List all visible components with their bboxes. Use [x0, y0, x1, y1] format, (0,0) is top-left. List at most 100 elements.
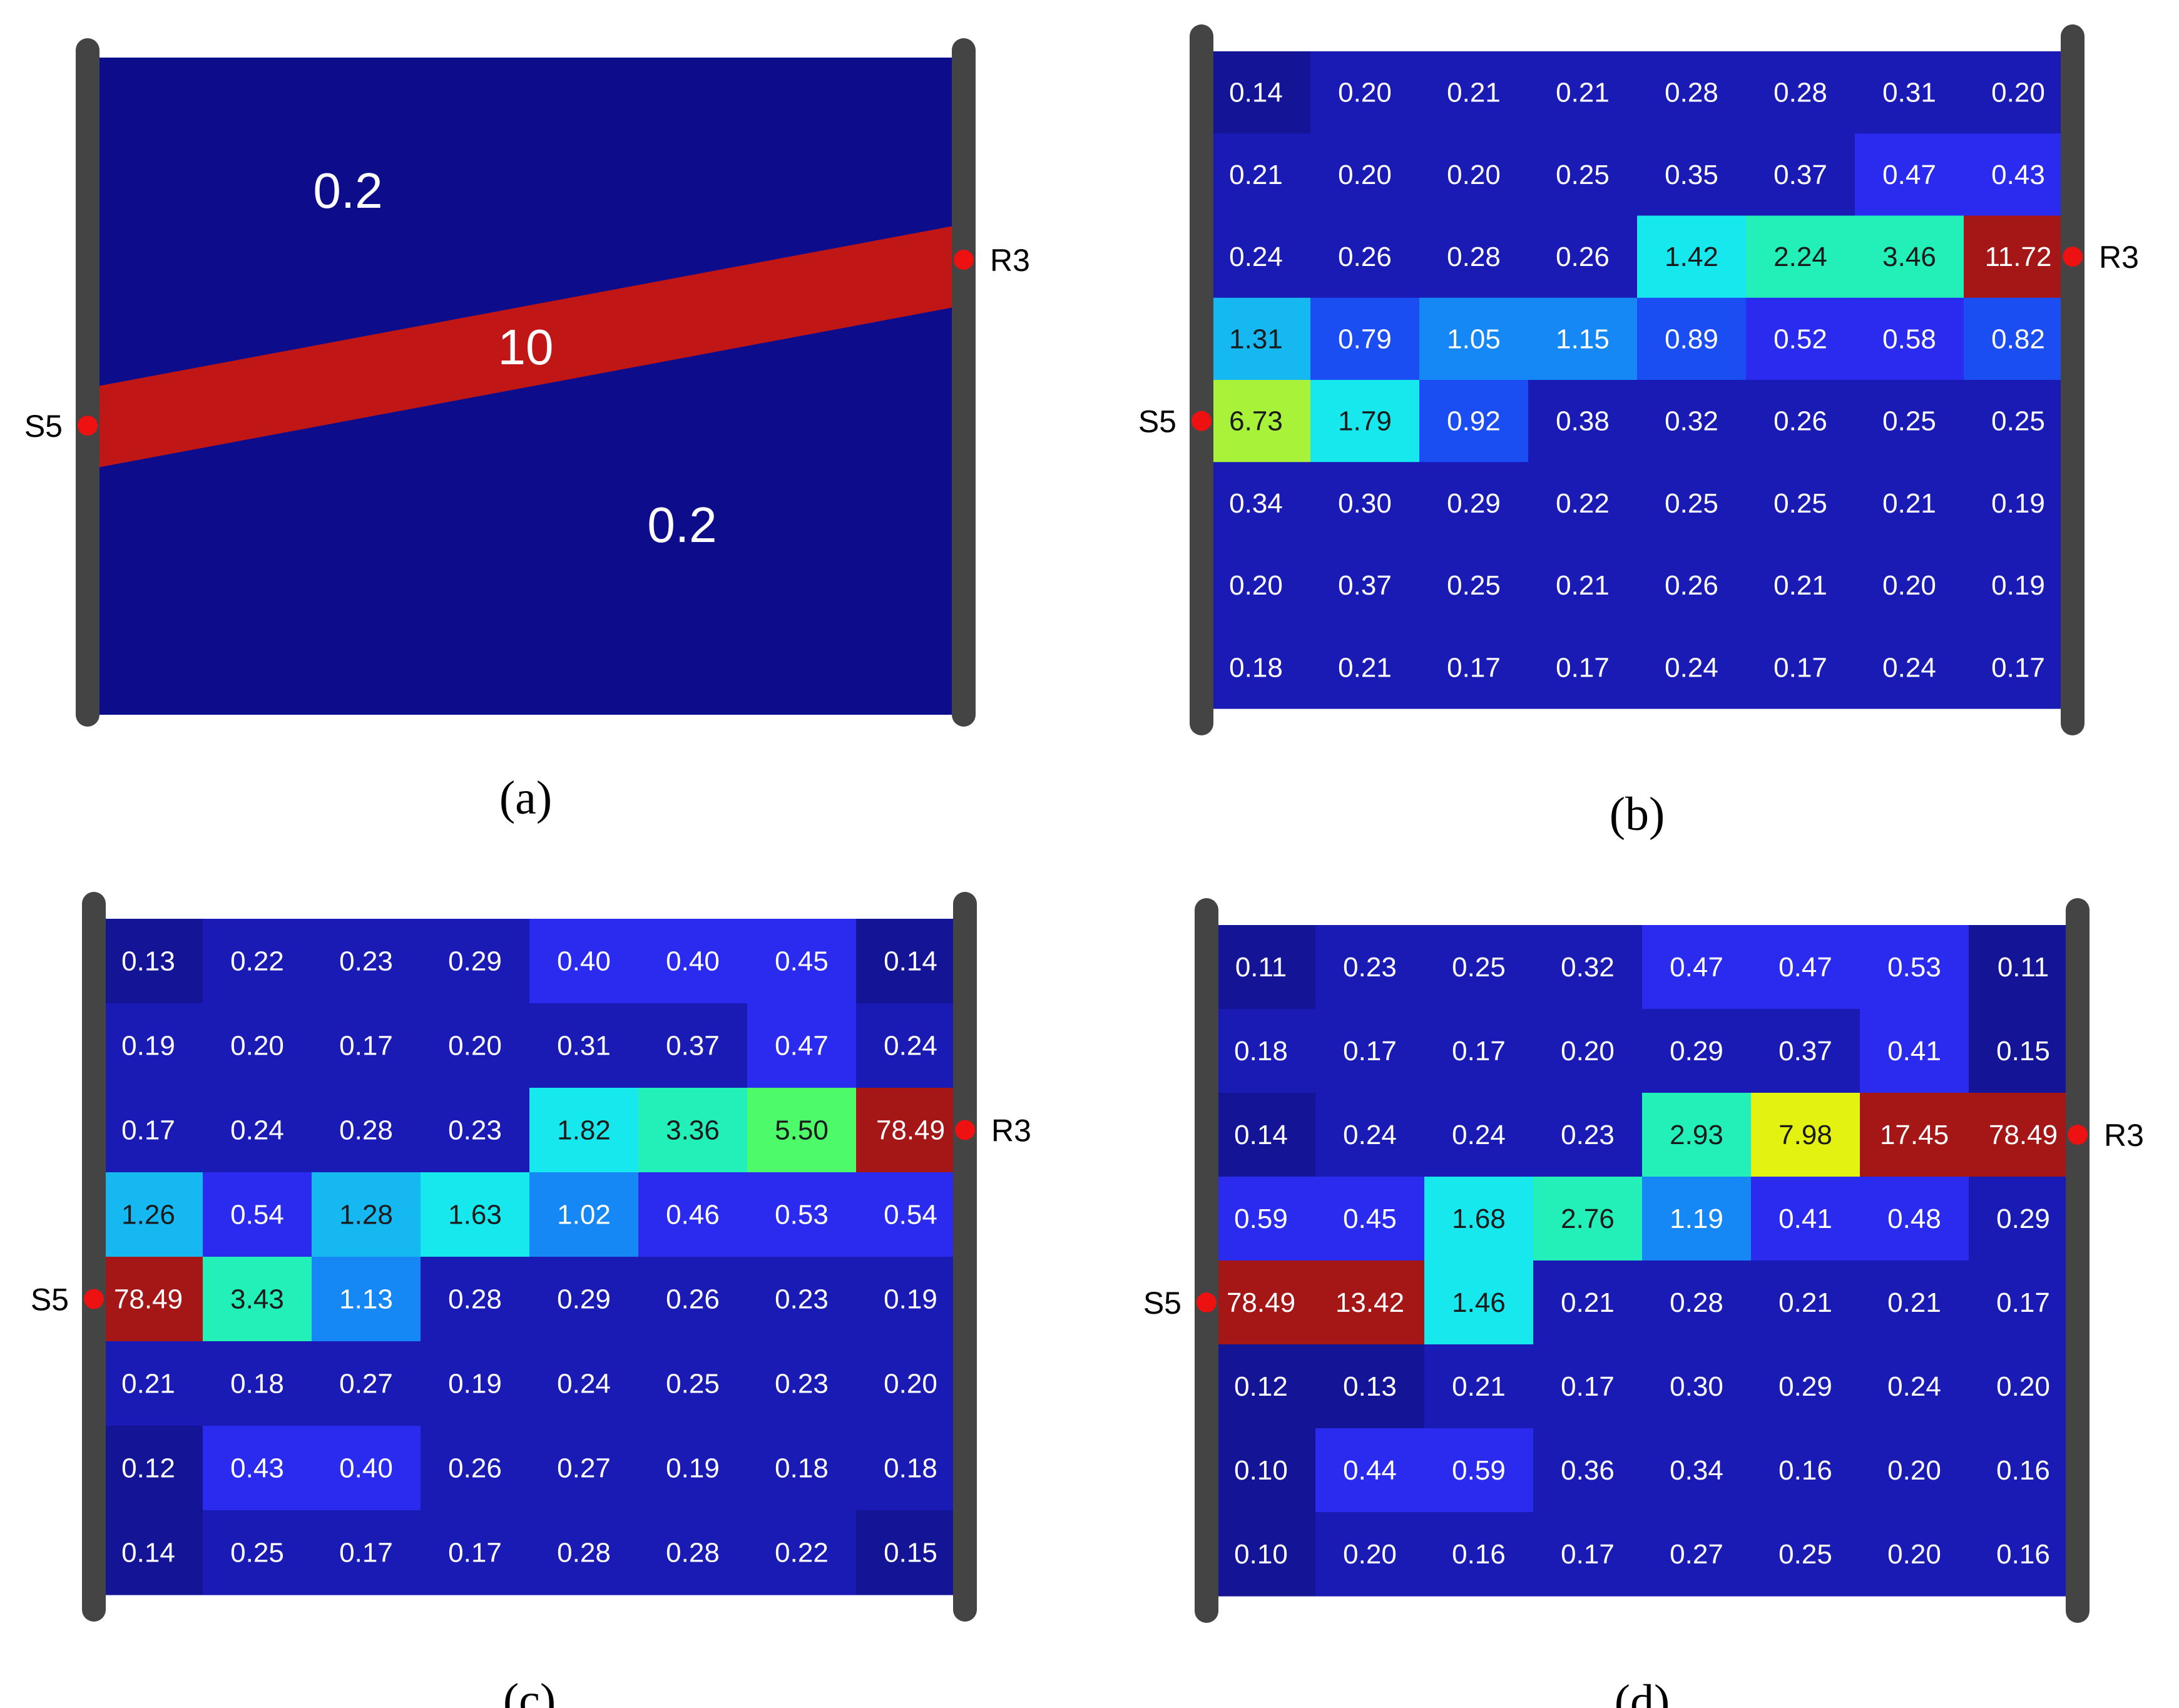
grid-cell	[638, 1172, 748, 1257]
grid-cell	[1964, 133, 2073, 217]
receiver-label: R3	[991, 1113, 1031, 1148]
grid-cell	[1202, 51, 1311, 134]
grid-cell	[856, 1003, 966, 1088]
grid-cell	[1855, 51, 1964, 134]
grid-cell	[1637, 133, 1747, 217]
grid-cell	[1751, 1093, 1860, 1177]
panel-a-model: 0.2 10 0.2 S5 R3 (a)	[24, 38, 1030, 824]
grid-cell	[203, 1003, 312, 1088]
cell-value: 0.21	[1773, 570, 1827, 601]
cell-value: 0.28	[339, 1115, 393, 1146]
grid-cell	[747, 1257, 857, 1342]
cell-value: 0.14	[884, 946, 937, 977]
cell-value: 0.17	[448, 1538, 502, 1568]
cell-value: 0.47	[1882, 160, 1936, 190]
grid-cell	[856, 1426, 966, 1511]
cell-value: 0.17	[1561, 1539, 1615, 1570]
grid-cell	[1855, 462, 1964, 545]
grid-cell	[1751, 1009, 1860, 1093]
cell-value: 0.16	[1452, 1539, 1506, 1570]
cell-value: 0.23	[1343, 952, 1397, 983]
grid-cell	[1642, 1512, 1752, 1597]
cell-value: 0.20	[1996, 1371, 2050, 1402]
grid-cell	[1751, 1428, 1860, 1513]
cell-value: 0.25	[1447, 570, 1501, 601]
cell-value: 13.42	[1335, 1287, 1404, 1318]
receiver-marker	[2068, 1125, 2088, 1145]
grid-cell	[1419, 51, 1529, 134]
cell-value: 0.27	[339, 1369, 393, 1399]
cell-value: 0.21	[121, 1369, 175, 1399]
grid-cell	[529, 1426, 639, 1511]
zone-label-upper: 0.2	[313, 163, 382, 218]
grid-cell	[1855, 215, 1964, 299]
receiver-label: R3	[990, 243, 1030, 278]
cell-value: 0.23	[448, 1115, 502, 1146]
grid-cell	[1969, 1261, 2078, 1345]
grid-cell	[1419, 626, 1529, 709]
grid-cell	[312, 1426, 421, 1511]
grid-cell	[856, 1510, 966, 1595]
grid-cell	[1969, 1344, 2078, 1429]
cell-value: 0.32	[1665, 406, 1718, 437]
cell-value: 78.49	[1989, 1120, 2058, 1150]
grid-cell	[1424, 1093, 1534, 1177]
cell-value: 0.37	[1778, 1036, 1832, 1066]
cell-value: 0.41	[1778, 1204, 1832, 1234]
cell-value: 1.13	[339, 1284, 393, 1315]
receiver-marker	[954, 250, 974, 270]
grid-cell	[1642, 1344, 1752, 1429]
grid-cell	[94, 1257, 203, 1342]
grid-cell	[638, 1088, 748, 1173]
grid-cell	[1207, 1009, 1316, 1093]
cell-value: 0.37	[666, 1031, 720, 1061]
cell-value: 0.24	[1452, 1120, 1506, 1150]
grid-cell	[1637, 297, 1747, 381]
panel-b-reconstruction: 0.14 0.20 0.21 0.21 0.28 0.28 0.31 0.20 0.21 0.20…	[1138, 24, 2139, 841]
grid-cell	[1533, 1093, 1643, 1177]
grid-cell	[312, 1257, 421, 1342]
grid-cell	[856, 919, 966, 1004]
cell-value: 0.20	[1561, 1036, 1615, 1066]
grid-cell	[94, 1172, 203, 1257]
grid-cell	[856, 1257, 966, 1342]
receiver-label: R3	[2104, 1118, 2144, 1153]
cell-value: 0.25	[1991, 406, 2045, 437]
cell-value: 0.17	[1556, 652, 1610, 683]
cell-value: 0.34	[1229, 488, 1283, 519]
cell-value: 0.16	[1996, 1455, 2050, 1486]
grid-cell	[1964, 462, 2073, 545]
cell-value: 0.26	[666, 1284, 720, 1315]
grid-cell	[1964, 544, 2073, 627]
cell-value: 0.25	[1556, 160, 1610, 190]
grid-cell	[94, 919, 203, 1004]
cell-value: 0.20	[230, 1031, 284, 1061]
grid-cell	[1637, 544, 1747, 627]
cell-value: 0.17	[1991, 652, 2045, 683]
cell-value: 0.21	[1229, 160, 1283, 190]
cell-value: 2.76	[1561, 1204, 1615, 1234]
grid-cell	[1969, 1177, 2078, 1261]
grid-cell	[1637, 380, 1747, 463]
grid-cell	[1202, 544, 1311, 627]
grid-cell	[747, 1510, 857, 1595]
grid-cell	[1637, 215, 1747, 299]
grid-cell	[421, 1088, 530, 1173]
cell-value: 3.36	[666, 1115, 720, 1146]
grid-cell	[1207, 1512, 1316, 1597]
grid-cell	[1528, 297, 1638, 381]
grid-cell	[856, 1172, 966, 1257]
grid-cell	[529, 1172, 639, 1257]
cell-value: 1.05	[1447, 324, 1501, 354]
cell-value: 11.72	[1985, 242, 2052, 272]
cell-value: 0.24	[1887, 1371, 1941, 1402]
cell-value: 0.46	[666, 1200, 720, 1230]
cell-value: 0.24	[1343, 1120, 1397, 1150]
cell-value: 0.14	[121, 1538, 175, 1568]
cell-value: 0.20	[1887, 1539, 1941, 1570]
grid-cell	[1642, 1177, 1752, 1261]
grid-cell	[1315, 1009, 1425, 1093]
source-marker	[1192, 411, 1212, 431]
grid-cell	[747, 1003, 857, 1088]
grid-cell	[1642, 925, 1752, 1010]
